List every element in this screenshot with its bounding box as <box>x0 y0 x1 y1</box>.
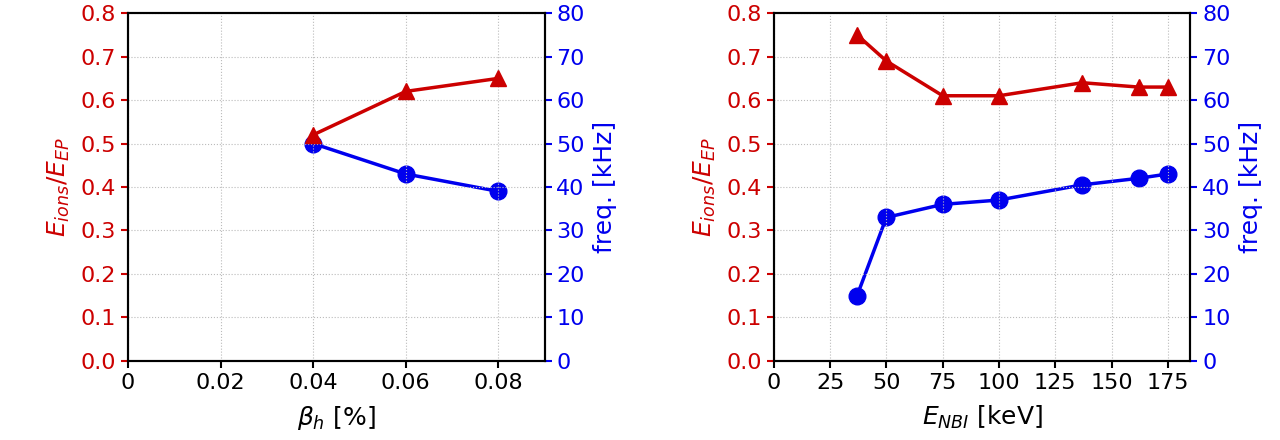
Y-axis label: freq. [kHz]: freq. [kHz] <box>1239 121 1263 253</box>
X-axis label: $\beta_h$ [%]: $\beta_h$ [%] <box>297 404 376 432</box>
X-axis label: $E_{NBI}$ [keV]: $E_{NBI}$ [keV] <box>922 404 1043 431</box>
Y-axis label: $E_{ions}/E_{EP}$: $E_{ions}/E_{EP}$ <box>692 137 718 237</box>
Y-axis label: freq. [kHz]: freq. [kHz] <box>593 121 617 253</box>
Y-axis label: $E_{ions}/E_{EP}$: $E_{ions}/E_{EP}$ <box>46 137 73 237</box>
